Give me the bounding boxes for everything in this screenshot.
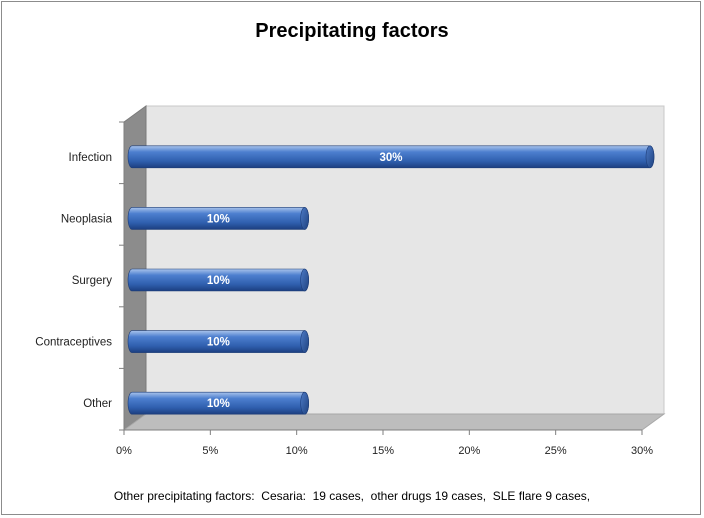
- floor: [122, 413, 666, 431]
- bar-cap: [300, 391, 309, 415]
- bar-cap: [300, 268, 309, 292]
- x-tick-label: 10%: [286, 445, 308, 457]
- chart-title: Precipitating factors: [255, 20, 449, 42]
- x-tick-label: 15%: [372, 445, 394, 457]
- bar: [127, 207, 309, 230]
- data-label: 10%: [207, 337, 230, 349]
- data-label: 10%: [207, 398, 230, 410]
- footnote: Other precipitating factors: Cesaria: 19…: [113, 489, 591, 503]
- bar: [127, 330, 309, 353]
- x-tick-label: 25%: [545, 445, 567, 457]
- x-tick-label: 30%: [631, 445, 653, 457]
- data-label: 30%: [379, 152, 402, 164]
- bar-cap: [300, 207, 309, 230]
- bar: [127, 268, 309, 292]
- x-tick-label: 5%: [202, 445, 218, 457]
- category-label: Other: [83, 398, 112, 410]
- x-tick-label: 0%: [116, 445, 132, 457]
- data-label: 10%: [207, 275, 230, 287]
- x-tick-label: 20%: [458, 445, 480, 457]
- category-label: Surgery: [72, 275, 113, 287]
- category-label: Infection: [69, 152, 112, 164]
- bar-cap: [645, 145, 655, 169]
- category-label: Neoplasia: [61, 213, 113, 225]
- bar-cap: [300, 330, 309, 353]
- data-label: 10%: [207, 213, 230, 225]
- category-label: Contraceptives: [35, 337, 112, 349]
- bar: [127, 145, 655, 169]
- bar: [127, 391, 309, 415]
